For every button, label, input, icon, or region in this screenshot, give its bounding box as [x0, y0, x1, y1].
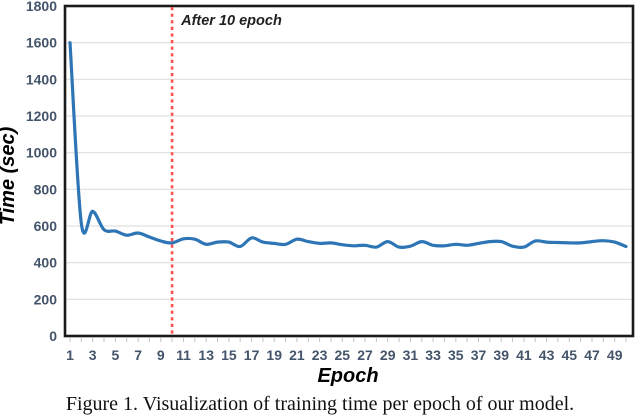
- y-tick-label: 200: [34, 291, 58, 307]
- x-tick-label: 17: [244, 347, 260, 363]
- x-tick-label: 25: [335, 347, 351, 363]
- training-time-series-line: [68, 41, 628, 250]
- figure-caption: Figure 1. Visualization of training time…: [65, 393, 575, 415]
- y-axis-title: Time (sec): [0, 126, 19, 225]
- y-tick-label: 1400: [26, 71, 57, 87]
- x-axis-minor-ticks: [69, 338, 627, 342]
- y-tick-label: 1800: [26, 0, 57, 14]
- y-tick-label: 1000: [26, 145, 57, 161]
- x-tick-label: 9: [157, 347, 165, 363]
- x-tick-label: 3: [89, 347, 97, 363]
- x-tick-label: 29: [380, 347, 396, 363]
- x-tick-label: 23: [312, 347, 328, 363]
- y-axis-tick-labels: 0 200 400 600 800 1000 1200 1400 1600 1800: [26, 0, 57, 344]
- x-tick-label: 27: [357, 347, 373, 363]
- x-tick-label: 41: [516, 347, 532, 363]
- x-axis-title: Epoch: [317, 365, 378, 387]
- y-tick-label: 400: [34, 255, 58, 271]
- x-tick-label: 19: [266, 347, 282, 363]
- y-tick-label: 1600: [26, 35, 57, 51]
- x-tick-label: 5: [112, 347, 120, 363]
- y-tick-label: 800: [34, 181, 58, 197]
- plot-frame: [63, 4, 635, 338]
- x-tick-label: 11: [176, 347, 191, 363]
- x-tick-label: 49: [607, 347, 623, 363]
- x-tick-label: 1: [66, 347, 74, 363]
- x-tick-label: 21: [289, 347, 305, 363]
- x-tick-label: 35: [448, 347, 464, 363]
- x-axis-tick-labels: 1 3 5 7 9 11 13 15 17 19 21 23 25 27 29 31 33 35 37 39 41 43 4…: [66, 347, 623, 363]
- x-tick-label: 13: [198, 347, 214, 363]
- gridlines: [66, 42, 632, 300]
- x-tick-label: 31: [403, 347, 419, 363]
- x-tick-label: 43: [539, 347, 555, 363]
- annotation-after-10-epoch: After 10 epoch: [180, 13, 282, 29]
- x-tick-label: 45: [562, 347, 578, 363]
- x-tick-label: 15: [221, 347, 237, 363]
- x-tick-label: 7: [134, 347, 142, 363]
- x-tick-label: 33: [425, 347, 441, 363]
- x-tick-label: 47: [584, 347, 600, 363]
- y-tick-label: 0: [49, 328, 57, 344]
- y-tick-label: 600: [34, 218, 58, 234]
- x-tick-label: 39: [493, 347, 509, 363]
- x-tick-label: 37: [471, 347, 487, 363]
- y-tick-label: 1200: [26, 108, 57, 124]
